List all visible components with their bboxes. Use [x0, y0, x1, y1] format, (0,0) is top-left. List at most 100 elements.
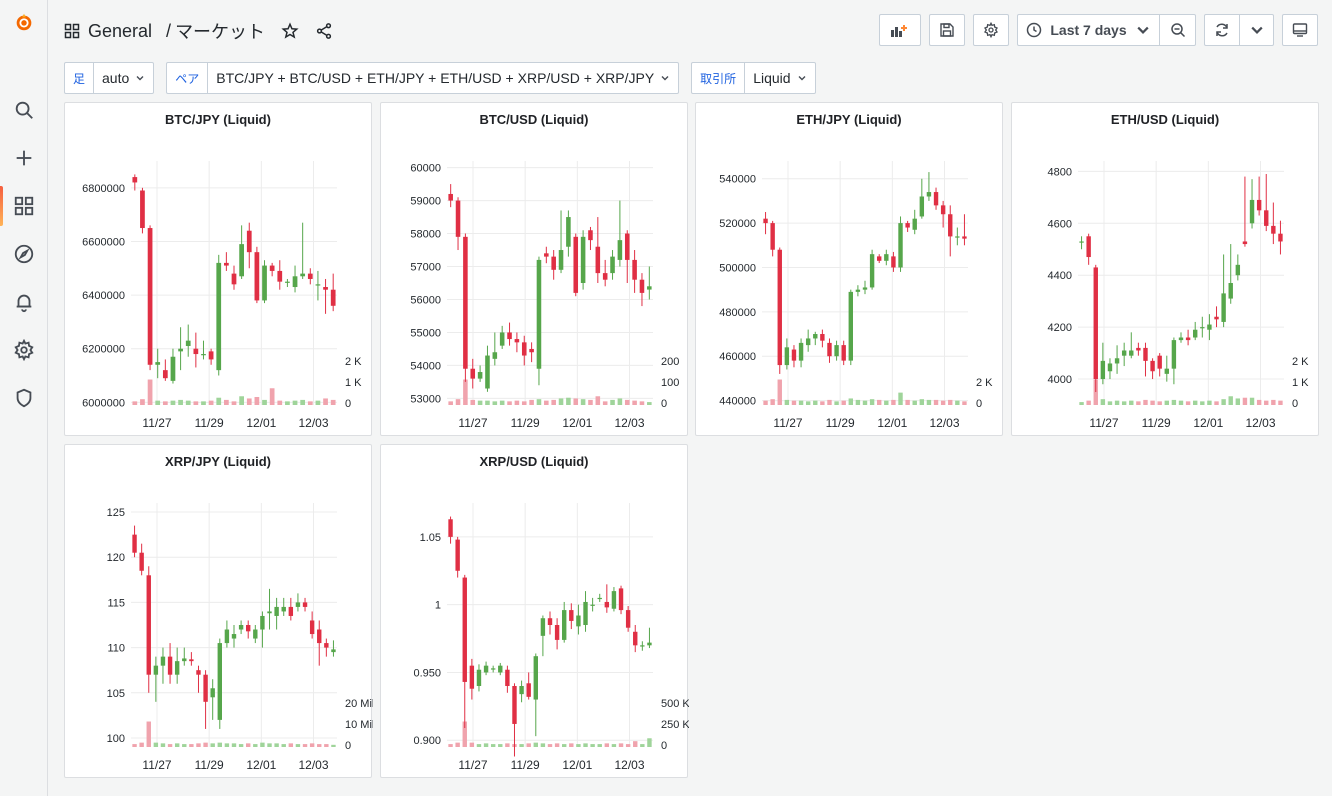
- panel-title[interactable]: ETH/USD (Liquid): [1110, 112, 1220, 127]
- candle-body: [521, 342, 527, 356]
- y-tick-label: 59000: [410, 196, 441, 208]
- candle-body: [763, 218, 768, 224]
- plus-icon[interactable]: [0, 138, 48, 178]
- x-tick-label: 12/03: [1246, 416, 1276, 430]
- chart-panel[interactable]: ETH/JPY (Liquid) 540000 520000 500000 48000…: [695, 102, 1003, 436]
- x-tick-label: 12/03: [615, 758, 645, 772]
- volume-bar: [485, 400, 490, 405]
- candlestick-chart[interactable]: 1.05 1 0.950 0.900 11/27 11/29 12/01 12/03 500 K…: [381, 445, 689, 779]
- candle-body: [246, 625, 251, 632]
- chevron-down-icon: [661, 76, 669, 81]
- candlestick-chart[interactable]: 60000 59000 58000 57000 56000 55000 54000 53000…: [381, 103, 689, 437]
- variable-select-interval[interactable]: auto: [94, 62, 155, 94]
- candle-body: [583, 601, 588, 625]
- alerting-bell-icon[interactable]: [0, 282, 48, 322]
- panel-title[interactable]: XRP/JPY (Liquid): [165, 454, 271, 469]
- variable-select-exchange[interactable]: Liquid: [745, 62, 816, 94]
- panel-title[interactable]: ETH/JPY (Liquid): [796, 112, 902, 127]
- chart-panel[interactable]: BTC/JPY (Liquid) 6800000 6600000 6400000 62…: [64, 102, 372, 436]
- y-tick-label: 6600000: [82, 236, 125, 248]
- panel-title[interactable]: BTC/JPY (Liquid): [165, 112, 271, 127]
- shield-icon[interactable]: [0, 378, 48, 418]
- volume-bar: [455, 399, 461, 405]
- candle-body: [784, 347, 790, 366]
- y-tick-label: 6200000: [82, 344, 125, 356]
- add-panel-button[interactable]: [879, 14, 921, 46]
- volume-bar: [625, 744, 631, 747]
- candlestick-chart[interactable]: 6800000 6600000 6400000 6200000 6000000 11/27…: [65, 103, 373, 437]
- candle-body: [210, 688, 215, 698]
- volume-bar: [448, 744, 453, 747]
- candle-body: [254, 252, 260, 301]
- candle-body: [253, 629, 258, 639]
- chart-panel[interactable]: BTC/USD (Liquid) 60000 59000 58000 57000 560…: [380, 102, 688, 436]
- star-icon[interactable]: [281, 22, 299, 40]
- dashboard-title[interactable]: マーケット: [175, 22, 266, 42]
- chart-panel[interactable]: ETH/USD (Liquid) 4800 4600 4400 4200 4000 11/…: [1011, 102, 1319, 436]
- volume-bar: [330, 399, 336, 405]
- variable-select-pair[interactable]: BTC/JPY + BTC/USD + ETH/JPY + ETH/USD + …: [208, 62, 680, 94]
- candle-body: [1178, 337, 1184, 341]
- candle-body: [1235, 264, 1241, 276]
- folder-link[interactable]: General: [88, 20, 153, 41]
- candle-body: [891, 256, 896, 268]
- x-tick-label: 12/01: [1193, 416, 1223, 430]
- tv-mode-button[interactable]: [1282, 14, 1318, 46]
- candlestick-chart[interactable]: 125 120 115 110 105 100 11/27 11/29 12/01 12/03 20…: [65, 445, 373, 779]
- candlestick-chart[interactable]: 4800 4600 4400 4200 4000 11/27 11/29 12/01 12/03…: [1012, 103, 1320, 437]
- candle-body: [1150, 360, 1155, 372]
- gear-icon[interactable]: [0, 330, 48, 370]
- candle-body: [224, 629, 230, 644]
- zoom-out-button[interactable]: [1160, 14, 1196, 46]
- y-tick-label: 6800000: [82, 183, 125, 195]
- x-tick-label: 11/29: [1142, 416, 1171, 430]
- refresh-interval-button[interactable]: [1240, 14, 1274, 46]
- y-tick-label: 520000: [719, 218, 756, 230]
- candle-body: [869, 254, 875, 288]
- volume-bar: [1256, 399, 1262, 405]
- candle-body: [647, 642, 652, 646]
- search-icon[interactable]: [0, 90, 48, 130]
- volume-bar: [611, 744, 617, 747]
- volume-bar: [566, 397, 571, 405]
- volume-tick-label: 0: [1292, 398, 1298, 410]
- candle-body: [573, 236, 579, 293]
- candle-body: [544, 253, 549, 257]
- panel-title[interactable]: XRP/USD (Liquid): [479, 454, 589, 469]
- refresh-button[interactable]: [1204, 14, 1240, 46]
- dashboard-settings-button[interactable]: [973, 14, 1009, 46]
- volume-bar: [285, 401, 290, 405]
- volume-bar: [558, 398, 564, 405]
- dashboards-icon[interactable]: [0, 186, 48, 226]
- explore-icon[interactable]: [0, 234, 48, 274]
- side-nav: [0, 0, 48, 796]
- volume-bar: [492, 401, 498, 405]
- volume-bar: [597, 744, 602, 747]
- panel-title[interactable]: BTC/USD (Liquid): [479, 112, 589, 127]
- chart-panel[interactable]: XRP/JPY (Liquid) 125 120 115 110 105 100 11/27…: [64, 444, 373, 779]
- candle-body: [639, 279, 645, 293]
- variable-label-interval: 足: [64, 62, 95, 94]
- share-icon[interactable]: [315, 22, 333, 40]
- volume-bar: [331, 744, 336, 747]
- candle-body: [505, 669, 510, 686]
- candle-body: [791, 349, 797, 361]
- candle-body: [203, 674, 208, 702]
- x-tick-label: 11/27: [458, 416, 487, 430]
- save-dashboard-button[interactable]: [929, 14, 965, 46]
- candle-body: [1264, 210, 1269, 226]
- grafana-logo-icon[interactable]: [0, 2, 48, 42]
- candle-body: [469, 665, 475, 689]
- time-picker-button[interactable]: Last 7 days: [1017, 14, 1160, 46]
- refresh-controls: [1204, 14, 1274, 46]
- candle-body: [292, 276, 298, 288]
- candle-body: [1249, 199, 1255, 224]
- candle-body: [514, 339, 520, 343]
- candlestick-chart[interactable]: 540000 520000 500000 480000 460000 440000 11/2…: [696, 103, 1004, 437]
- y-tick-label: 460000: [719, 351, 756, 363]
- candle-body: [580, 236, 586, 283]
- candle-body: [602, 273, 608, 280]
- y-tick-label: 120: [107, 552, 125, 564]
- dashboard-grid-icon: [64, 23, 80, 39]
- chart-panel[interactable]: XRP/USD (Liquid) 1.05 1 0.950 0.900 11/27 11/…: [380, 444, 689, 779]
